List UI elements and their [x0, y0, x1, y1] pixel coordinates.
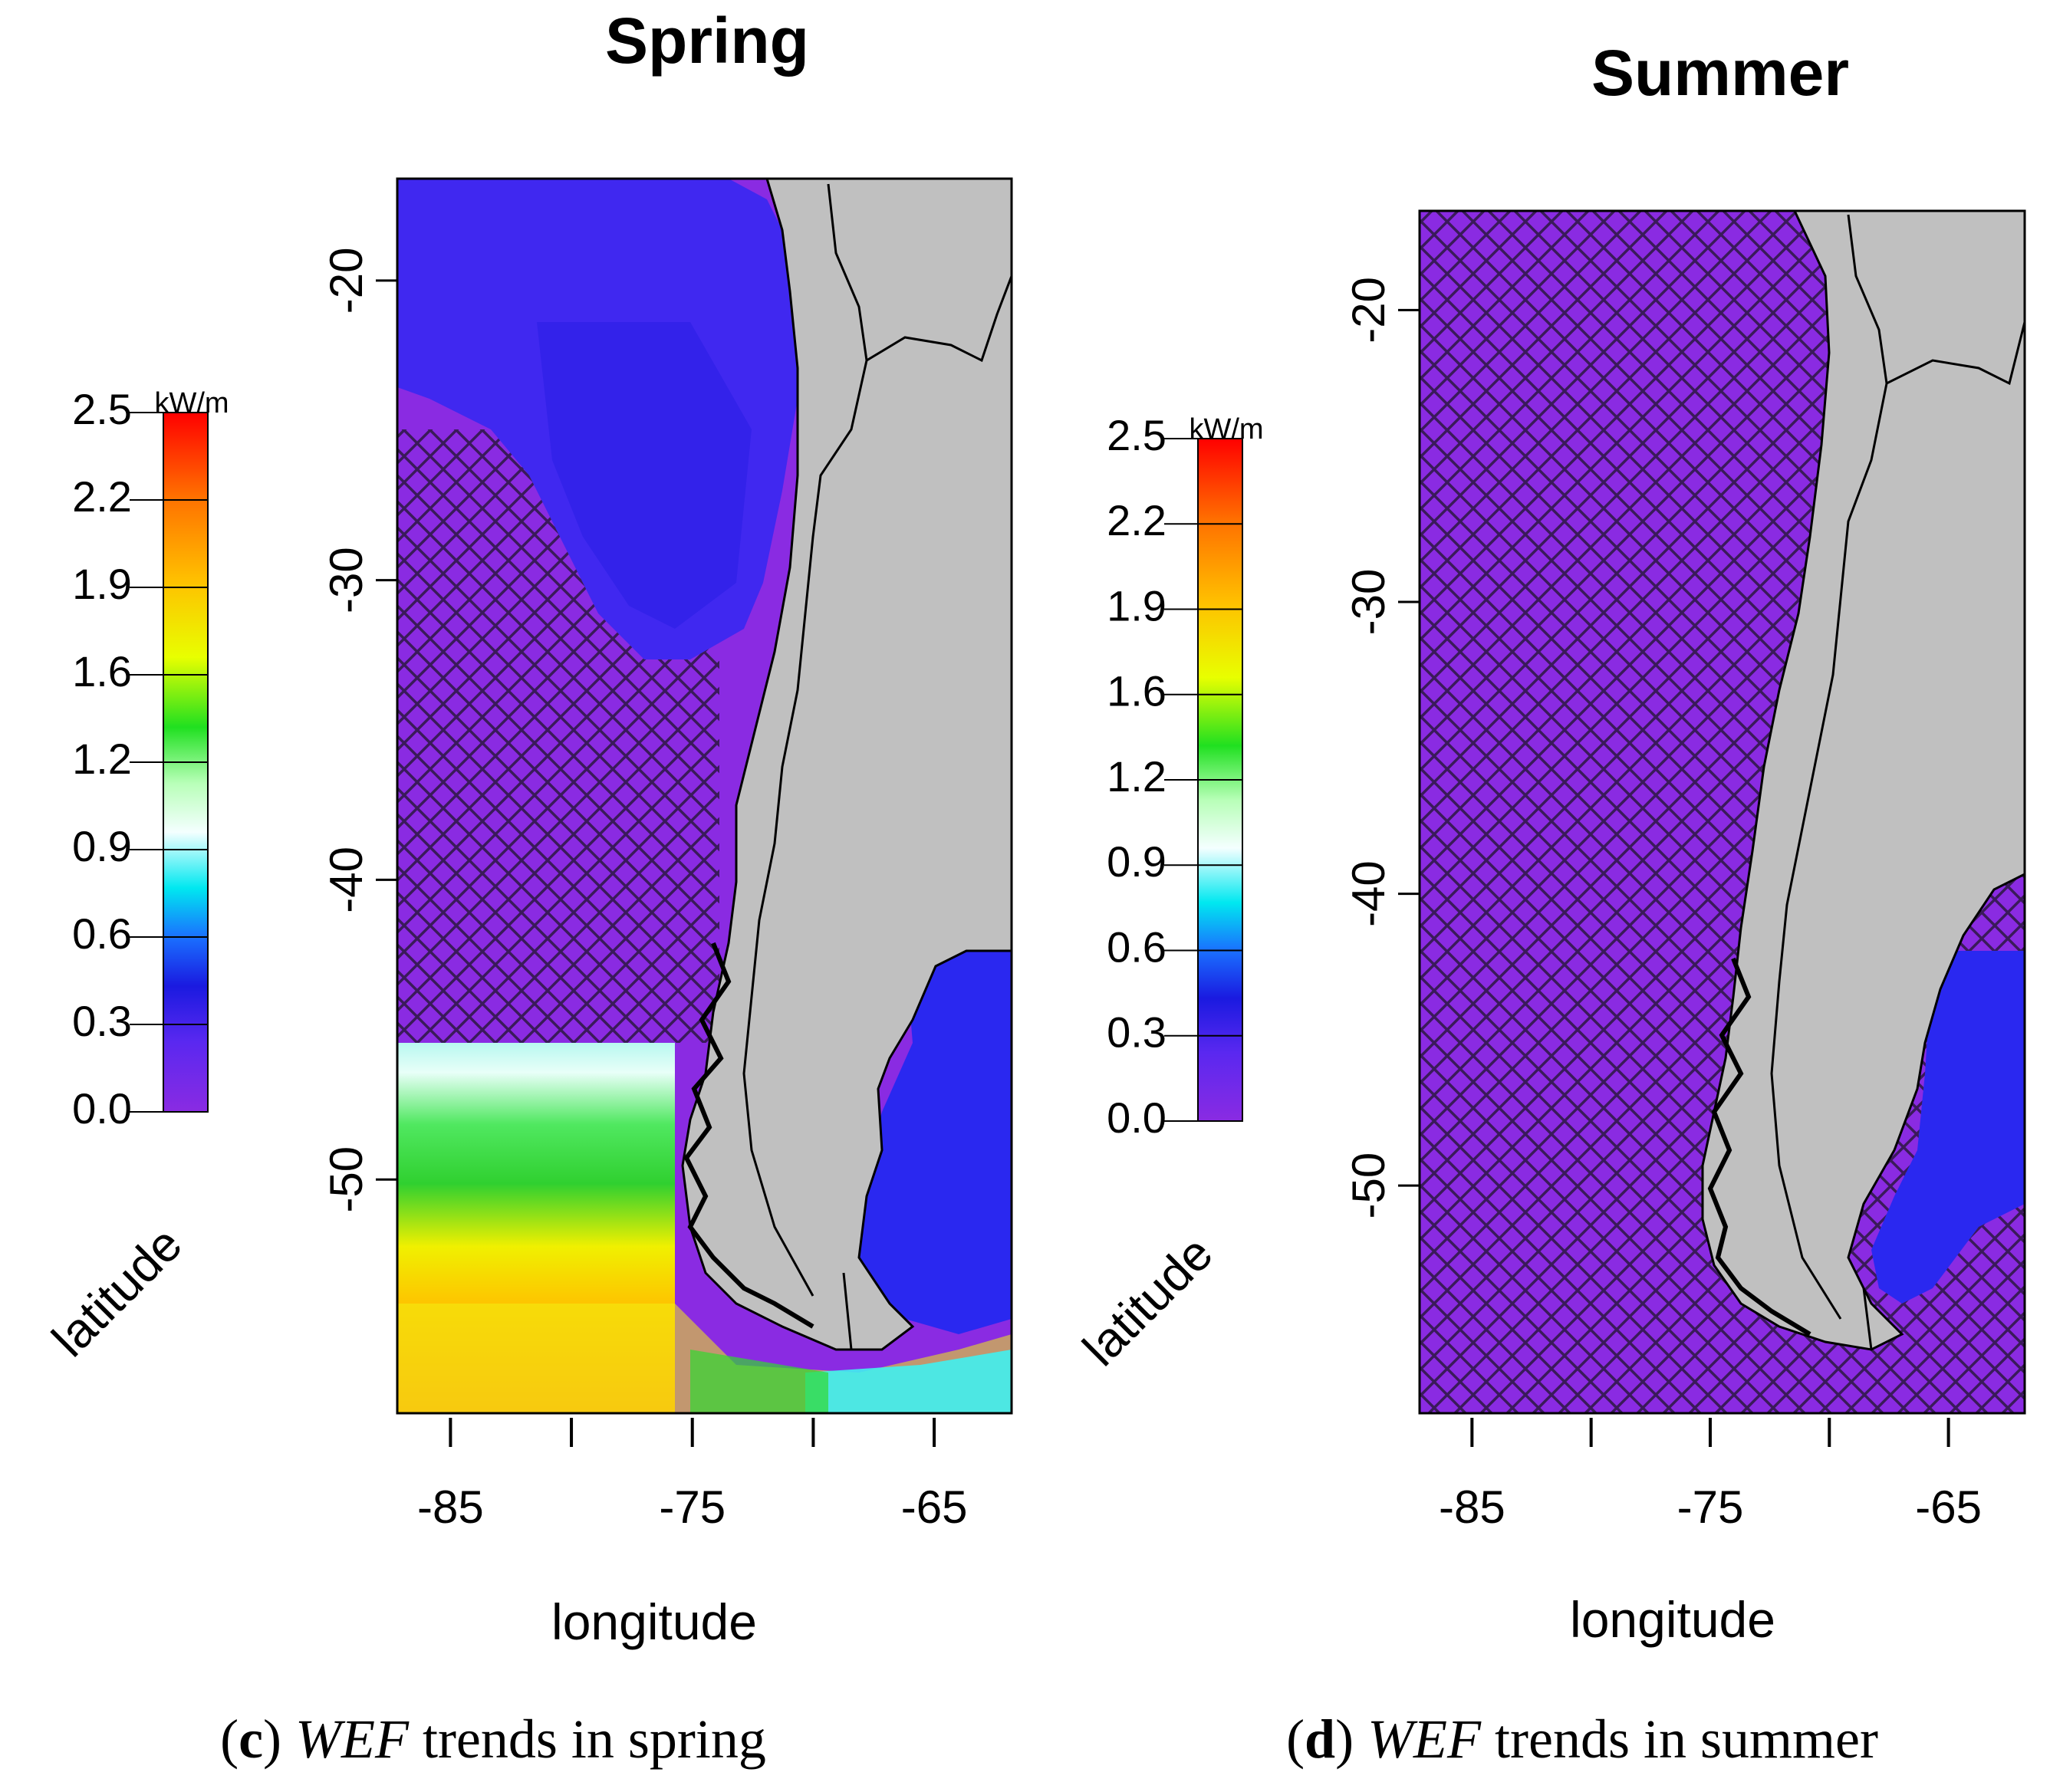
- country-border: [842, 1272, 853, 1350]
- y-tick-label: -40: [1343, 860, 1394, 927]
- country-border: [742, 360, 868, 1297]
- panel-summer: Summer -20-30-40-50 -85 -75 -65 longitude …: [1072, 37, 2026, 1770]
- panel-title: Spring: [605, 5, 809, 77]
- x-tick-label: -85: [417, 1481, 484, 1533]
- colorbar-legend: 0.0 0.3 0.6 0.9 1.2 1.6 1.9 2.2 2.5 kW/m: [1107, 411, 1263, 1142]
- x-tick-label: -65: [901, 1481, 968, 1533]
- country-border: [1847, 214, 2025, 386]
- x-tick-label: -85: [1439, 1481, 1505, 1533]
- x-tick-label: -75: [1677, 1481, 1744, 1533]
- cyan-tail: [805, 1350, 1012, 1413]
- colorbar-unit: kW/m: [154, 387, 229, 419]
- colorbar-tick-label: 0.6: [1107, 922, 1166, 971]
- country-border: [1770, 383, 1888, 1320]
- colorbar-tick-label: 0.9: [1107, 837, 1166, 886]
- y-tick-label: -30: [1343, 569, 1394, 636]
- colorbar-tick-label: 1.9: [1107, 581, 1166, 630]
- country-border: [1862, 1287, 1873, 1350]
- y-tick-label: -20: [321, 248, 372, 314]
- colorbar-tick-label: 0.3: [1107, 1008, 1166, 1057]
- x-axis: -85 -75 -65: [417, 1418, 967, 1533]
- caption-spring: (c) WEF trends in spring: [220, 1708, 766, 1770]
- atlantic-blue-region: [859, 920, 1012, 1334]
- country-border: [827, 183, 1012, 363]
- colorbar-tick-label: 0.0: [72, 1084, 132, 1133]
- y-tick-label: -50: [321, 1146, 372, 1213]
- map-area: [397, 179, 1012, 1413]
- colorbar-tick-label: 2.2: [1107, 496, 1166, 544]
- atlantic-blue-region: [1871, 951, 2025, 1304]
- panel-title: Summer: [1591, 37, 1849, 109]
- colorbar-tick-label: 2.2: [72, 472, 132, 521]
- y-axis-label: latitude: [1072, 1225, 1223, 1376]
- fjord-coast: [683, 942, 814, 1329]
- y-axis: -20 -30 -40 -50: [1343, 277, 1420, 1219]
- y-axis: -20 -30 -40 -50: [321, 248, 397, 1213]
- colorbar-tick-label: 1.2: [1107, 752, 1166, 801]
- x-axis: -85 -75 -65: [1439, 1418, 1982, 1533]
- colorbar-tick-label: 1.6: [1107, 667, 1166, 715]
- y-tick-label: -20: [1343, 277, 1394, 344]
- caption-summer: (d) WEF trends in summer: [1286, 1708, 1878, 1770]
- colorbar-tick-label: 2.5: [1107, 411, 1166, 459]
- blue-core: [537, 322, 752, 629]
- y-tick-label: -40: [321, 847, 372, 913]
- y-axis-label: latitude: [41, 1216, 192, 1367]
- colorbar-unit: kW/m: [1189, 413, 1263, 446]
- x-tick-label: -75: [659, 1481, 726, 1533]
- x-axis-label: longitude: [551, 1593, 757, 1650]
- colorbar-tick-label: 2.5: [72, 385, 132, 433]
- colorbar-tick-label: 1.6: [72, 647, 132, 695]
- y-tick-label: -30: [321, 547, 372, 613]
- colorbar-tick-label: 1.9: [72, 560, 132, 608]
- colorbar-tick-label: 0.0: [1107, 1093, 1166, 1142]
- land: [1701, 211, 2025, 1351]
- colorbar-tick-label: 1.2: [72, 735, 132, 783]
- plot-frame: [396, 177, 1013, 1415]
- x-tick-label: -65: [1915, 1481, 1982, 1533]
- colorbar-tick-label: 0.9: [72, 822, 132, 870]
- fjord-coast: [1707, 957, 1811, 1337]
- colorbar-legend: 0.0 0.3 0.6 0.9 1.2 1.6 1.9 2.2 2.5 kW/m: [72, 385, 229, 1133]
- colorbar-ticks: 0.0 0.3 0.6 0.9 1.2 1.6 1.9 2.2 2.5: [1107, 411, 1242, 1142]
- map-area: [1420, 211, 2025, 1413]
- colorbar-ticks: 0.0 0.3 0.6 0.9 1.2 1.6 1.9 2.2 2.5: [72, 385, 208, 1133]
- colorbar-tick-label: 0.3: [72, 997, 132, 1045]
- x-axis-label: longitude: [1570, 1591, 1775, 1648]
- panel-spring: Spring -20-30-40-50 -85 -75 -65 lo: [41, 5, 1013, 1770]
- land: [681, 179, 1012, 1351]
- colorbar-tick-label: 0.6: [72, 909, 132, 958]
- green-tail: [690, 1350, 828, 1413]
- y-tick-label: -50: [1343, 1152, 1394, 1219]
- plot-frame: [1418, 209, 2026, 1415]
